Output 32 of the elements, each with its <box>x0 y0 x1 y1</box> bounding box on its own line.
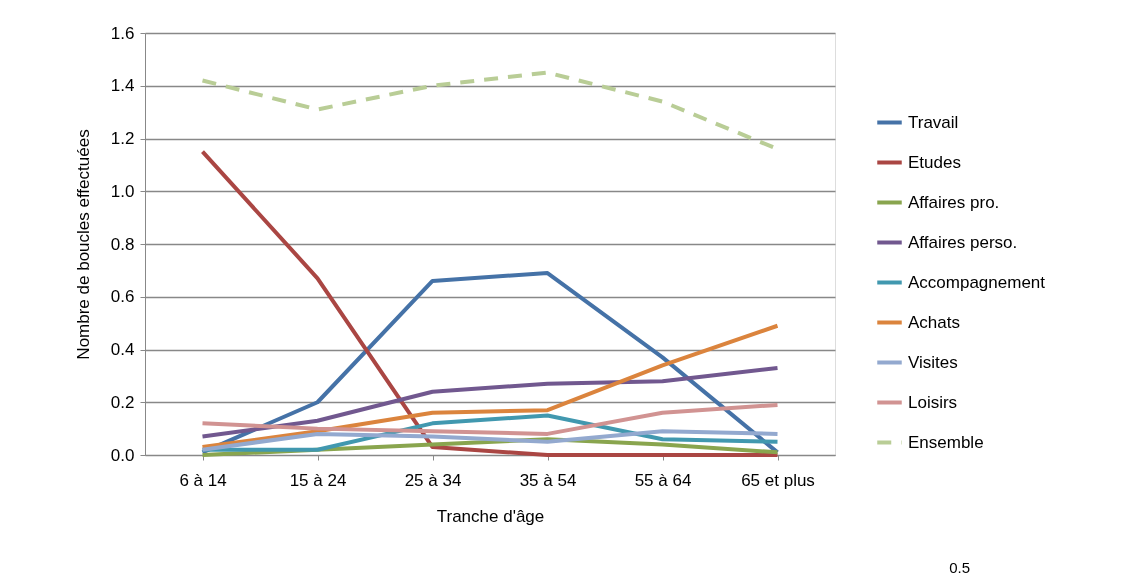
line-series <box>200 402 780 436</box>
text: 0.5 <box>949 559 970 576</box>
legend-label: Affaires perso. <box>908 232 1018 252</box>
x-tick-label: 65 et plus <box>741 470 815 490</box>
legend-label: Affaires pro. <box>908 192 1000 212</box>
x-tick-label: 25 à 34 <box>404 470 462 490</box>
legend-label: Loisirs <box>908 392 958 412</box>
y-tick-label: 0.2 <box>110 392 135 412</box>
y-tick-label: 0.6 <box>110 287 135 307</box>
y-tick-label: 1.2 <box>110 129 135 148</box>
legend-label: Accompagnement <box>908 272 1046 292</box>
y-tick-label: 0.8 <box>110 234 135 254</box>
y-tick-label: 0.4 <box>110 340 135 359</box>
legend-label: Ensemble <box>908 432 984 452</box>
x-tick-label: 55 à 64 <box>634 470 692 490</box>
legend-label: Etudes <box>908 152 961 172</box>
y-tick-label: 1.4 <box>110 76 135 96</box>
line-series <box>200 365 780 439</box>
y-tick-label: 1.0 <box>110 181 135 201</box>
x-axis-title: Tranche d'âge <box>436 506 545 526</box>
legend-label: Travail <box>908 112 959 132</box>
legend-label: Achats <box>908 312 960 332</box>
y-tick-label: 0.0 <box>110 445 135 465</box>
line-series <box>200 149 780 457</box>
y-axis-title: Nombre de boucles effectuées <box>73 129 93 360</box>
legend-label: Visites <box>908 352 958 372</box>
y-tick-label: 1.6 <box>110 23 135 43</box>
line-series <box>200 323 780 450</box>
x-tick-label: 15 à 24 <box>289 470 347 490</box>
x-tick-label: 6 à 14 <box>179 470 227 490</box>
x-tick-label: 35 à 54 <box>519 470 577 490</box>
line-series <box>200 429 780 452</box>
